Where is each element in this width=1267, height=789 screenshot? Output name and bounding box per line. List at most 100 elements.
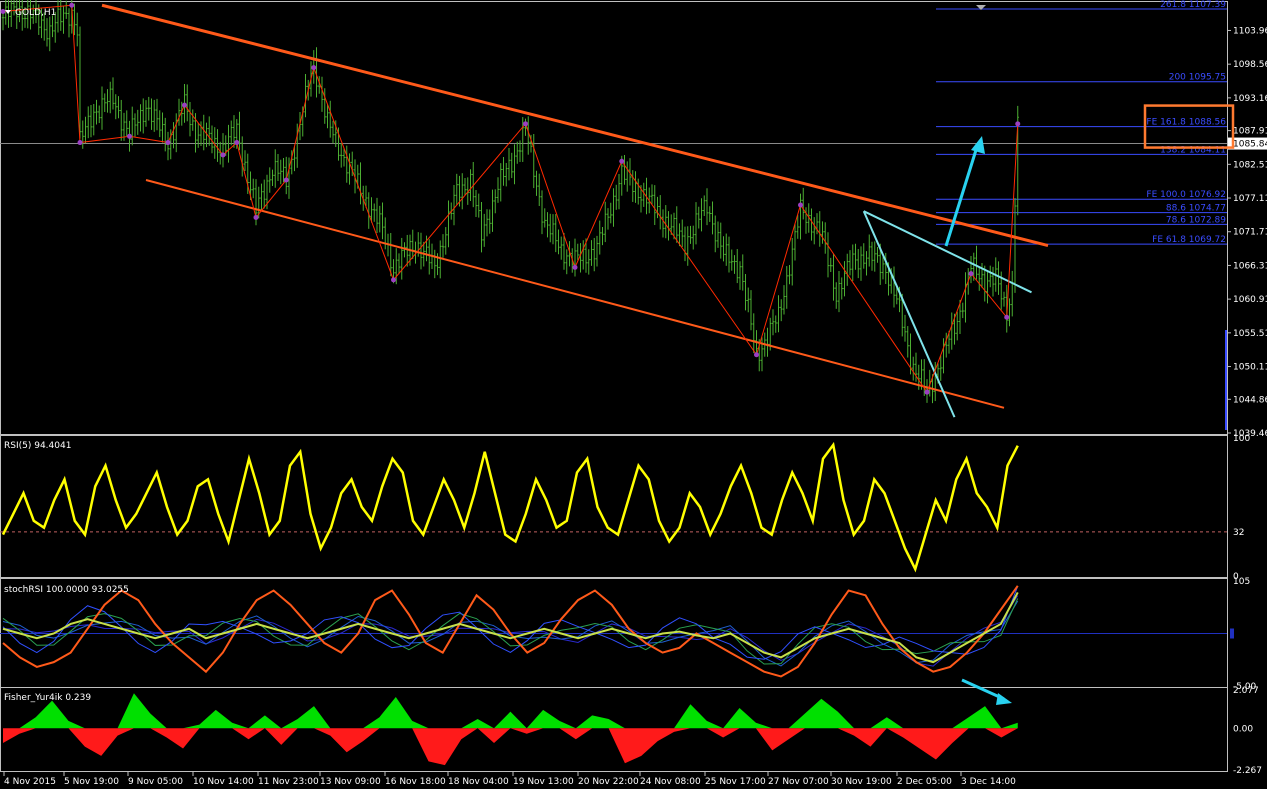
time-tick-label: 25 Nov 17:00	[705, 777, 766, 787]
fisher-positive-area	[3, 693, 1018, 729]
up-arrow-icon	[971, 136, 985, 154]
time-axis: 4 Nov 2015 5 Nov 19:00 9 Nov 05:00 10 Nov 1…	[3, 772, 1016, 787]
fib-level-label: 138.2 1084.11	[1160, 145, 1226, 155]
fib-level-label: 200 1095.75	[1169, 73, 1226, 83]
pane-frames	[0, 1, 1228, 772]
price-tick-label: 1060.91	[1233, 295, 1267, 305]
fisher-negative-area	[3, 728, 1018, 766]
channel-lower-line	[145, 179, 1005, 409]
zigzag-pivot-marker	[572, 264, 578, 270]
fisher-label: Fisher_Yur4ik 0.239	[4, 693, 91, 703]
symbol-dropdown-icon[interactable]	[5, 10, 11, 14]
price-tick-label: 1103.96	[1233, 26, 1267, 36]
current-price-box	[1228, 137, 1267, 150]
zigzag-pivot-marker	[798, 202, 803, 208]
zigzag-pivot-marker	[182, 102, 187, 108]
zigzag-pivot-marker	[1015, 121, 1021, 127]
time-tick-label: 16 Nov 18:00	[385, 777, 446, 787]
zigzag-pivot-marker	[69, 2, 75, 8]
zigzag-pivot-marker	[968, 271, 974, 277]
stoch-band-line	[2, 600, 1019, 667]
price-tick-label: 1082.51	[1233, 160, 1267, 170]
zigzag-pivot-marker	[165, 140, 171, 146]
price-tick-label: 1087.91	[1233, 127, 1267, 137]
stoch-mid-marker	[1230, 628, 1234, 639]
down-arrow-shaft	[961, 678, 1005, 701]
fisher-tick-label: -2.267	[1233, 766, 1262, 776]
zigzag-pivot-marker	[924, 389, 930, 395]
rsi-tick-label: 0	[1233, 572, 1239, 582]
fib-level-label: FE 161.8 1088.56	[1146, 118, 1226, 128]
zigzag-pivot-marker	[523, 121, 528, 127]
stochrsi-pane[interactable]: 105 -5.00	[0, 577, 1257, 692]
fib-level-label: 88.6 1074.77	[1166, 204, 1226, 214]
price-tick-label: 1055.51	[1233, 329, 1267, 339]
trendline-upper	[863, 210, 1032, 294]
zigzag-pivot-marker	[391, 277, 396, 283]
up-arrow-shaft	[944, 149, 978, 247]
time-tick-label: 13 Nov 09:00	[320, 777, 381, 787]
fib-level-label: 78.6 1072.89	[1166, 215, 1226, 225]
zigzag-pivot-marker	[283, 177, 289, 183]
price-tick-label: 1044.86	[1233, 395, 1267, 405]
channel-upper-line	[101, 3, 1049, 247]
zigzag-pivot-marker	[127, 133, 132, 139]
time-tick-label: 24 Nov 08:00	[640, 777, 701, 787]
stochrsi-label: stochRSI 100.0000 93.0255	[4, 585, 129, 595]
time-tick-label: 4 Nov 2015	[4, 777, 56, 787]
rsi-pane[interactable]: 100 32 0	[0, 434, 1250, 582]
price-pane[interactable]: 1103.96 1098.56 1093.16 1087.91 1082.51 1077.…	[0, 0, 1267, 439]
price-tick-label: 1071.71	[1233, 228, 1267, 238]
stoch-series-line	[2, 591, 1019, 664]
fisher-tick-label: 0.00	[1233, 724, 1253, 734]
fisher-pane[interactable]: 2.077 0.00 -2.267	[3, 678, 1262, 776]
price-tick-label: 1050.11	[1233, 363, 1267, 373]
price-tick-label: 1066.31	[1233, 261, 1267, 271]
stoch-series-line	[2, 585, 1019, 678]
time-tick-label: 20 Nov 22:00	[578, 777, 639, 787]
price-tick-label: 1039.46	[1233, 429, 1267, 439]
symbol-label: GOLD,H1	[15, 8, 56, 18]
time-tick-label: 11 Nov 23:00	[258, 777, 319, 787]
pane-frame-1	[0, 435, 1228, 578]
pane-frame-0	[0, 1, 1228, 435]
time-tick-label: 5 Nov 19:00	[64, 777, 119, 787]
zigzag-pivot-marker	[311, 65, 317, 71]
stoch-band-line	[2, 586, 1019, 660]
zigzag-pivot-marker	[220, 152, 226, 158]
time-tick-label: 2 Dec 05:00	[897, 777, 952, 787]
time-tick-label: 9 Nov 05:00	[128, 777, 183, 787]
time-tick-label: 3 Dec 14:00	[961, 777, 1016, 787]
time-tick-label: 18 Nov 04:00	[448, 777, 509, 787]
price-tick-label: 1098.56	[1233, 60, 1267, 70]
zigzag-pivot-marker	[77, 140, 83, 146]
highlight-box	[1143, 104, 1235, 149]
zigzag-pivot-marker	[619, 158, 625, 164]
rsi-tick-label: 100	[1233, 434, 1250, 444]
time-tick-label: 19 Nov 13:00	[513, 777, 574, 787]
zigzag-pivot-marker	[234, 140, 240, 146]
down-arrow-icon	[996, 693, 1012, 705]
fib-level-label: 261.8 1107.39	[1160, 0, 1226, 10]
scroll-marker-icon[interactable]	[976, 5, 986, 10]
rsi-tick-label: 32	[1233, 528, 1244, 538]
time-tick-label: 10 Nov 14:00	[193, 777, 254, 787]
fisher-tick-label: 2.077	[1233, 686, 1259, 696]
zigzag-pivot-marker	[253, 214, 259, 220]
time-tick-label: 27 Nov 07:00	[768, 777, 829, 787]
rsi-label: RSI(5) 94.4041	[4, 441, 71, 451]
stoch-tick-label: -5.00	[1233, 682, 1257, 692]
rsi-line	[1, 441, 1019, 573]
zigzag-pivot-marker	[1004, 314, 1010, 320]
stoch-band-line	[2, 598, 1019, 665]
zigzag-pivot-marker	[0, 8, 6, 14]
price-tick-label: 1077.11	[1233, 194, 1267, 204]
stoch-tick-label: 105	[1233, 577, 1250, 587]
time-tick-label: 30 Nov 19:00	[831, 777, 892, 787]
zigzag-pivot-marker	[754, 352, 759, 358]
price-tick-label: 1093.16	[1233, 94, 1267, 104]
current-price-label: 1085.84	[1233, 140, 1267, 150]
fib-level-label: FE 100.0 1076.92	[1146, 190, 1226, 200]
